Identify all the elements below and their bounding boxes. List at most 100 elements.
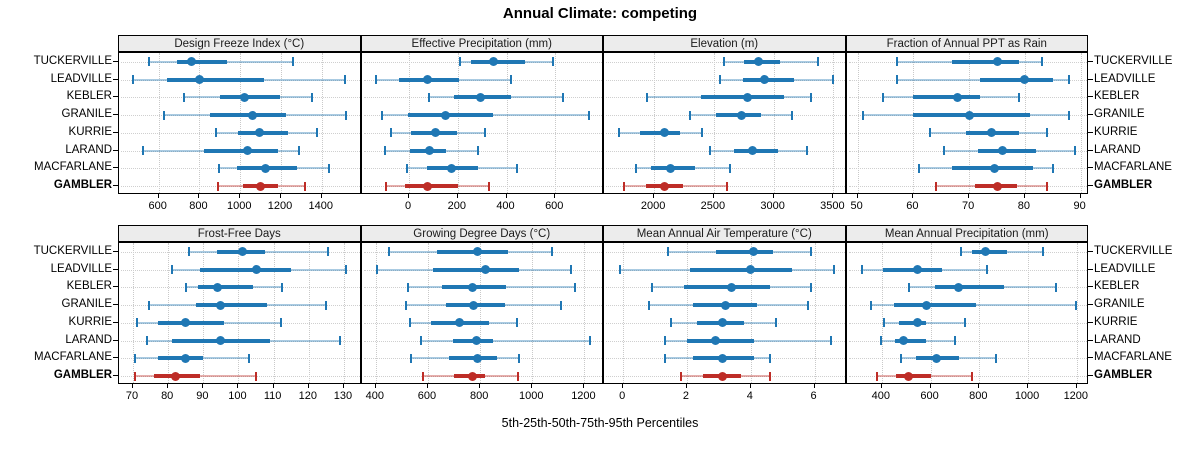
interval-25-75-larand xyxy=(686,338,754,343)
x-tick-label: 4 xyxy=(746,390,753,402)
cap-95th xyxy=(292,57,295,67)
x-tick-label: 600 xyxy=(148,200,167,212)
x-tick-label: 2500 xyxy=(700,200,726,212)
cap-5th xyxy=(375,75,378,85)
row-label-right-granile: GRANILE xyxy=(1094,298,1145,311)
panel-design-freeze-index-c xyxy=(118,52,361,194)
x-tick xyxy=(1023,194,1025,198)
cap-5th xyxy=(135,318,138,328)
row-label-left-granile: GRANILE xyxy=(61,298,113,311)
x-tick-label: 1200 xyxy=(267,200,293,212)
gridline xyxy=(168,243,170,383)
y-tick-left xyxy=(113,357,118,359)
x-tick-label: 90 xyxy=(1073,200,1086,212)
y-tick-right xyxy=(1088,131,1093,133)
row-guide xyxy=(848,251,1087,253)
cap-95th xyxy=(810,247,813,257)
median-dot-kurrie xyxy=(986,128,996,138)
y-tick-right xyxy=(1088,286,1093,288)
panel-title-effective-precipitation-mm: Effective Precipitation (mm) xyxy=(360,35,603,52)
median-dot-kebler xyxy=(953,92,963,102)
interval-25-75-kebler xyxy=(913,95,981,100)
row-guide xyxy=(848,150,1087,152)
y-tick-left xyxy=(113,131,118,133)
x-tick xyxy=(622,384,624,388)
median-dot-leadville xyxy=(480,265,490,275)
gridline xyxy=(686,243,688,383)
cap-95th xyxy=(1046,128,1049,138)
y-tick-right xyxy=(1088,60,1093,62)
x-tick xyxy=(198,194,200,198)
y-tick-right xyxy=(1088,375,1093,377)
row-label-right-kurrie: KURRIE xyxy=(1094,315,1138,328)
cap-5th xyxy=(216,181,219,191)
cap-95th xyxy=(700,128,703,138)
median-dot-leadville xyxy=(912,265,922,275)
cap-95th xyxy=(1068,75,1071,85)
gridline xyxy=(913,53,915,193)
gridline xyxy=(555,53,557,193)
median-dot-leadville xyxy=(759,75,769,85)
cap-95th xyxy=(588,336,591,346)
interval-25-75-granile xyxy=(196,303,267,308)
median-dot-larand xyxy=(899,336,909,346)
cap-5th xyxy=(184,282,187,292)
x-tick xyxy=(202,384,204,388)
cap-95th xyxy=(729,163,732,173)
median-dot-kurrie xyxy=(255,128,265,138)
cap-5th xyxy=(407,282,410,292)
median-dot-kebler xyxy=(467,282,477,292)
cap-5th xyxy=(387,247,390,257)
cap-95th xyxy=(281,282,284,292)
cap-95th xyxy=(817,57,820,67)
gridline xyxy=(979,243,981,383)
row-guide xyxy=(606,61,845,63)
x-tick-label: 0 xyxy=(404,200,412,212)
median-dot-kurrie xyxy=(912,318,922,328)
median-dot-granile xyxy=(922,300,932,310)
panel-growing-degree-days-c xyxy=(360,242,603,384)
row-guide xyxy=(363,150,602,152)
gridline xyxy=(203,243,205,383)
cap-5th xyxy=(420,336,423,346)
y-tick-right xyxy=(1088,339,1093,341)
row-label-left-kebler: KEBLER xyxy=(66,90,112,103)
cap-95th xyxy=(298,146,301,156)
x-tick xyxy=(132,384,134,388)
cap-5th xyxy=(709,146,712,156)
gridline xyxy=(623,243,625,383)
cap-5th xyxy=(410,353,413,363)
median-dot-macfarlane xyxy=(181,353,191,363)
median-dot-gambler xyxy=(904,371,914,381)
cap-95th xyxy=(327,247,330,257)
chart-title: Annual Climate: competing xyxy=(502,5,698,22)
median-dot-macfarlane xyxy=(473,353,483,363)
y-tick-left xyxy=(113,339,118,341)
x-tick xyxy=(408,194,410,198)
cap-95th xyxy=(488,181,491,191)
cap-5th xyxy=(670,318,672,328)
median-dot-leadville xyxy=(746,265,756,275)
cap-95th xyxy=(963,318,966,328)
cap-5th xyxy=(869,300,872,310)
median-dot-gambler xyxy=(422,181,432,191)
cap-95th xyxy=(791,110,794,120)
row-label-right-larand: LARAND xyxy=(1094,143,1141,156)
gridline xyxy=(881,243,883,383)
interval-25-75-kebler xyxy=(935,285,1004,290)
gridline xyxy=(833,53,835,193)
panel-title-design-freeze-index-c: Design Freeze Index (°C) xyxy=(118,35,361,52)
x-tick xyxy=(280,194,281,198)
x-tick xyxy=(272,384,274,388)
row-guide xyxy=(121,376,360,378)
panel-title-fraction-of-annual-ppt-as-rain: Fraction of Annual PPT as Rain xyxy=(845,35,1088,52)
x-tick xyxy=(479,384,481,388)
row-guide xyxy=(606,186,845,188)
median-dot-leadville xyxy=(1020,75,1030,85)
median-dot-gambler xyxy=(467,371,477,381)
median-dot-granile xyxy=(441,110,451,120)
interval-25-75-tuckerville xyxy=(471,59,525,64)
cap-95th xyxy=(971,371,973,381)
panel-title-mean-annual-air-temperature-c: Mean Annual Air Temperature (°C) xyxy=(603,225,846,242)
